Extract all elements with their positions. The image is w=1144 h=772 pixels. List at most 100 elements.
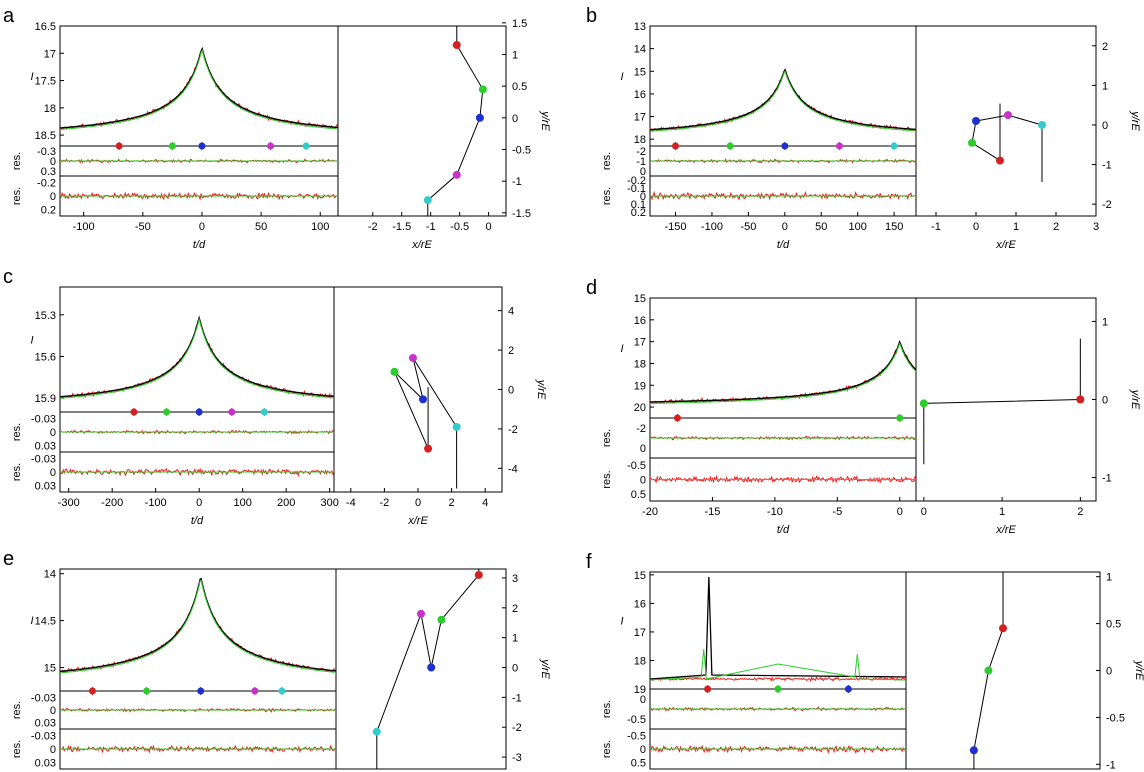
y-tick-label: 18 <box>634 358 646 370</box>
time-marker-dot <box>267 142 275 150</box>
y-tick-label: 14 <box>634 44 646 56</box>
traj-y-tick-label: 1 <box>512 633 518 645</box>
traj-y-tick-label: 0 <box>1102 395 1108 407</box>
traj-x-tick-label: 2 <box>449 497 455 509</box>
x-tick-label: -100 <box>701 221 723 233</box>
y-tick-label: 15.3 <box>35 310 56 322</box>
trajectory-position-dot <box>1004 111 1012 120</box>
res1-tick-label: 0.3 <box>41 166 56 178</box>
time-marker-dot <box>672 142 680 150</box>
traj-y-tick-label: 3 <box>512 573 518 585</box>
x-tick-label: 0 <box>897 506 903 518</box>
x-tick-label: -100 <box>73 221 95 233</box>
trajectory-frame <box>915 25 1097 217</box>
x-axis-label: t/d <box>191 515 204 527</box>
traj-y-axis-label: y/rE <box>1133 660 1144 681</box>
trajectory-position-dot <box>423 196 432 205</box>
time-marker-dot <box>88 687 96 695</box>
model-curve-black <box>60 315 335 398</box>
model-curve-black <box>649 576 907 680</box>
x-tick-label: 150 <box>885 221 903 233</box>
y-tick-label: 17 <box>634 627 646 639</box>
traj-y-tick-label: 2 <box>1102 41 1108 53</box>
traj-y-tick-label: -0.5 <box>1106 712 1125 724</box>
trajectory-position-dot <box>984 666 993 675</box>
x-tick-label: -15 <box>704 506 720 518</box>
traj-x-tick-label: 0 <box>415 497 421 509</box>
time-marker-dot <box>890 142 898 150</box>
x-tick-label: -10 <box>767 506 783 518</box>
x-tick-label: -150 <box>664 221 686 233</box>
traj-y-tick-label: 1.5 <box>512 18 527 30</box>
time-marker-dot <box>781 142 789 150</box>
y-axis-label: I <box>620 343 623 355</box>
x-axis-label: t/d <box>777 239 790 251</box>
traj-y-tick-label: 1 <box>1106 572 1112 584</box>
time-marker-dot <box>774 685 782 693</box>
time-marker-dot <box>302 142 310 150</box>
res-label: res. <box>601 152 613 170</box>
y-axis-label: I <box>620 71 623 83</box>
y-tick-label: 18 <box>44 103 56 115</box>
res-label: res. <box>601 429 613 447</box>
y-tick-label: 15 <box>634 570 646 582</box>
trajectory-frame <box>335 568 507 770</box>
x-tick-label: 100 <box>849 221 867 233</box>
time-marker-dot <box>130 408 138 416</box>
time-marker-dot <box>835 142 843 150</box>
traj-y-tick-label: -3 <box>512 752 522 764</box>
residual-points <box>649 474 917 484</box>
res-label: res. <box>601 700 613 718</box>
model-curve-green <box>650 70 917 132</box>
x-tick-label: 0 <box>199 221 205 233</box>
res1-tick-label: 0.03 <box>35 440 56 452</box>
traj-x-tick-label: 2 <box>1077 506 1083 518</box>
traj-x-tick-label: 0 <box>921 506 927 518</box>
y-axis-label: I <box>620 616 623 628</box>
traj-y-tick-label: -1 <box>1102 160 1112 172</box>
traj-x-axis-label: x/rE <box>995 524 1016 536</box>
time-marker-dot <box>896 414 904 422</box>
model-curve-green <box>59 579 337 674</box>
y-tick-label: 16.5 <box>35 21 56 33</box>
res2-tick-label: -0.5 <box>627 731 646 743</box>
res2-tick-label: 0.5 <box>631 489 646 501</box>
x-tick-label: -50 <box>740 221 756 233</box>
res2-tick-label: -0.03 <box>31 731 56 743</box>
traj-y-tick-label: -1 <box>1102 473 1112 485</box>
y-tick-label: 14.5 <box>35 616 56 628</box>
res-label: res. <box>11 187 23 205</box>
data-points <box>59 578 337 674</box>
x-axis-label: t/d <box>777 524 790 536</box>
traj-x-axis-label: x/rE <box>995 239 1016 251</box>
trajectory-position-dot <box>1076 395 1085 404</box>
trajectory-position-dot <box>969 746 978 755</box>
panel-letter-a: a <box>3 5 15 27</box>
trajectory-frame <box>337 25 507 217</box>
trajectory-position-dot <box>452 170 461 179</box>
model-curve-black <box>649 340 917 403</box>
model-curve-green <box>649 648 907 681</box>
res2-tick-label: 0.5 <box>631 757 646 769</box>
data-points <box>649 676 907 683</box>
lightcurve-frame <box>59 25 339 147</box>
res1-tick-label: -0.03 <box>31 692 56 704</box>
traj-x-tick-label: -1 <box>426 221 436 233</box>
x-tick-label: -50 <box>135 221 151 233</box>
y-tick-label: 15.6 <box>35 351 56 363</box>
x-tick-label: 100 <box>311 221 329 233</box>
traj-y-tick-label: -2 <box>512 722 522 734</box>
model-curve-green <box>59 48 339 130</box>
res-label: res. <box>11 423 23 441</box>
trajectory-position-dot <box>972 117 980 125</box>
res2-tick-label: -0.1 <box>627 183 646 195</box>
x-tick-label: 300 <box>320 497 338 509</box>
source-trajectory <box>376 569 480 769</box>
res1-tick-label: 0 <box>640 166 646 178</box>
traj-y-tick-label: 0 <box>1106 666 1112 678</box>
res2-tick-label: 0 <box>640 191 646 203</box>
y-axis-label: I <box>30 71 33 83</box>
traj-x-tick-label: -1 <box>931 221 941 233</box>
y-tick-label: 17 <box>44 48 56 60</box>
model-curve-black <box>650 68 917 131</box>
